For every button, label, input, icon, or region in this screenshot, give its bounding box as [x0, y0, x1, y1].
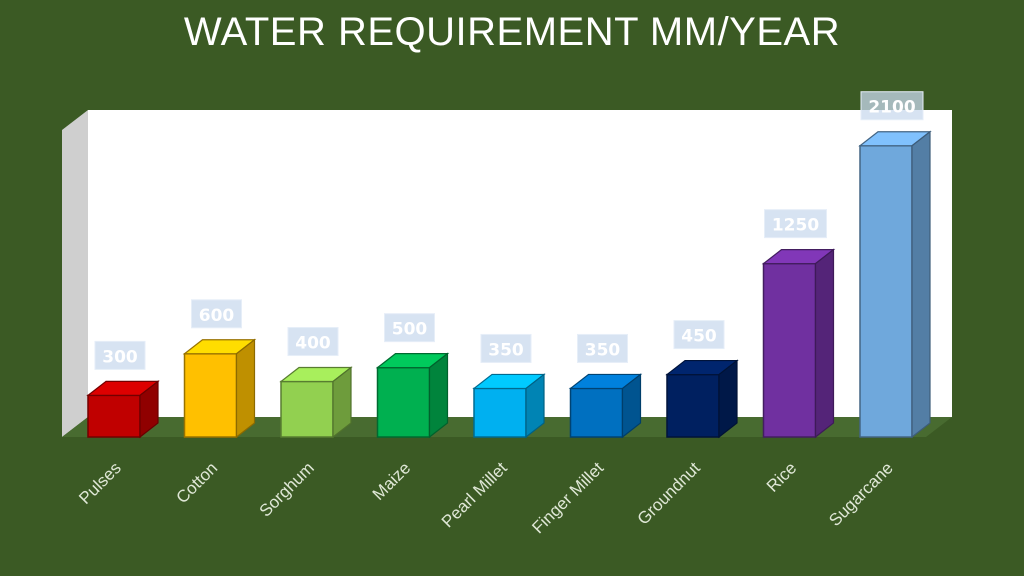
bar-side-5	[621, 373, 642, 439]
data-label-0: 300	[102, 347, 138, 367]
data-label-5: 350	[585, 340, 621, 360]
bar-front-4	[473, 387, 527, 438]
data-label-3: 500	[392, 320, 428, 340]
category-label-8: Sugarcane	[825, 458, 897, 530]
bar-front-3	[376, 366, 431, 438]
bar-front-7	[762, 262, 817, 438]
bar-front-1	[183, 353, 238, 438]
bar-side-4	[525, 373, 545, 439]
side-wall	[62, 110, 88, 437]
data-label-1: 600	[199, 306, 235, 326]
data-label-box-2	[287, 327, 339, 357]
data-label-box-1	[191, 299, 242, 329]
bar-side-3	[428, 352, 449, 439]
data-label-8: 2100	[868, 98, 915, 118]
bar-side-7	[814, 248, 835, 439]
data-label-4: 350	[488, 340, 524, 360]
category-label-3: Maize	[369, 458, 415, 504]
bar-side-0	[139, 380, 159, 439]
category-label-1: Cotton	[172, 458, 221, 507]
category-label-2: Sorghum	[256, 458, 318, 520]
data-label-6: 450	[681, 327, 717, 347]
data-label-box-3	[384, 313, 435, 343]
bar-side-2	[332, 366, 352, 439]
category-label-0: Pulses	[75, 458, 125, 508]
bar-front-5	[569, 387, 624, 438]
data-label-box-5	[577, 333, 628, 363]
bar-side-8	[911, 130, 931, 439]
data-label-box-4	[480, 333, 532, 363]
data-label-box-8	[860, 91, 924, 121]
data-label-box-6	[673, 320, 725, 350]
bar-side-6	[718, 359, 738, 439]
data-label-box-7	[764, 209, 827, 239]
bar-front-0	[87, 394, 141, 438]
category-label-6: Groundnut	[634, 458, 704, 528]
data-label-box-0	[94, 340, 146, 370]
bar-front-6	[666, 373, 720, 438]
bar-front-2	[280, 380, 334, 438]
category-label-4: Pearl Millet	[438, 458, 511, 531]
bar-front-8	[859, 144, 913, 438]
category-label-5: Finger Millet	[528, 458, 607, 537]
chart-title: WATER REQUIREMENT MM/YEAR	[183, 10, 841, 54]
data-label-2: 400	[295, 334, 331, 354]
bar-side-1	[235, 338, 256, 439]
data-label-7: 1250	[772, 216, 819, 236]
category-label-7: Rice	[763, 458, 800, 495]
